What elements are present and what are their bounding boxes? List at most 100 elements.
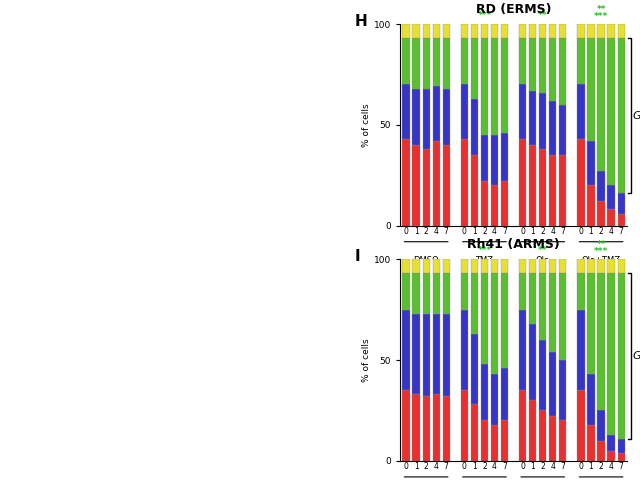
- Bar: [588, 24, 595, 38]
- Bar: [529, 91, 536, 145]
- Text: **: **: [538, 11, 547, 20]
- Bar: [588, 259, 595, 273]
- Bar: [433, 86, 440, 141]
- Bar: [588, 424, 595, 461]
- Bar: [598, 171, 605, 202]
- Bar: [422, 24, 429, 38]
- Bar: [607, 24, 615, 38]
- Bar: [529, 400, 536, 461]
- Bar: [412, 145, 420, 226]
- Bar: [461, 390, 468, 461]
- Bar: [481, 259, 488, 273]
- Bar: [461, 24, 468, 38]
- Bar: [491, 24, 498, 38]
- Bar: [618, 273, 625, 439]
- Bar: [433, 394, 440, 461]
- Bar: [618, 453, 625, 461]
- Bar: [422, 259, 429, 273]
- Text: ***: ***: [477, 11, 492, 20]
- Bar: [433, 141, 440, 226]
- Bar: [471, 38, 478, 98]
- Bar: [443, 24, 450, 38]
- Bar: [559, 105, 566, 155]
- Bar: [529, 145, 536, 226]
- Text: Ola+TMZ: Ola+TMZ: [582, 256, 621, 265]
- Bar: [403, 310, 410, 390]
- Bar: [529, 259, 536, 273]
- Bar: [433, 273, 440, 313]
- Bar: [403, 24, 410, 38]
- Bar: [491, 424, 498, 461]
- Bar: [559, 360, 566, 420]
- Bar: [403, 273, 410, 310]
- Text: ***: ***: [594, 247, 608, 256]
- Bar: [539, 93, 547, 149]
- Text: DMSO: DMSO: [413, 256, 439, 265]
- Bar: [559, 259, 566, 273]
- Bar: [519, 84, 526, 139]
- Bar: [481, 420, 488, 461]
- Bar: [471, 259, 478, 273]
- Bar: [481, 364, 488, 420]
- Title: RD (ERMS): RD (ERMS): [476, 3, 551, 16]
- Bar: [577, 259, 584, 273]
- Bar: [529, 24, 536, 38]
- Bar: [607, 451, 615, 461]
- Bar: [607, 185, 615, 209]
- Bar: [549, 417, 556, 461]
- Bar: [443, 145, 450, 226]
- Bar: [539, 259, 547, 273]
- Text: ***: ***: [594, 12, 608, 21]
- Text: H: H: [355, 14, 367, 29]
- Bar: [422, 38, 429, 88]
- Bar: [422, 396, 429, 461]
- Bar: [539, 149, 547, 226]
- Bar: [519, 310, 526, 390]
- Title: Rh41 (ARMS): Rh41 (ARMS): [467, 238, 560, 251]
- Bar: [519, 139, 526, 226]
- Bar: [501, 38, 508, 133]
- Bar: [461, 310, 468, 390]
- Bar: [549, 38, 556, 101]
- Bar: [501, 368, 508, 420]
- Bar: [481, 38, 488, 135]
- Bar: [519, 38, 526, 84]
- Bar: [501, 133, 508, 181]
- Bar: [422, 313, 429, 396]
- Bar: [588, 141, 595, 185]
- Bar: [412, 273, 420, 313]
- Bar: [491, 38, 498, 135]
- Bar: [491, 135, 498, 185]
- Bar: [607, 434, 615, 451]
- Bar: [471, 98, 478, 155]
- Bar: [403, 139, 410, 226]
- Bar: [443, 313, 450, 396]
- Bar: [471, 273, 478, 334]
- Bar: [549, 273, 556, 352]
- Bar: [461, 84, 468, 139]
- Bar: [549, 101, 556, 155]
- Bar: [539, 340, 547, 410]
- Bar: [403, 38, 410, 84]
- Text: Ola: Ola: [536, 256, 550, 265]
- Bar: [443, 396, 450, 461]
- Bar: [577, 38, 584, 84]
- Bar: [412, 24, 420, 38]
- Bar: [481, 24, 488, 38]
- Bar: [607, 259, 615, 273]
- Bar: [412, 394, 420, 461]
- Bar: [559, 155, 566, 226]
- Bar: [539, 38, 547, 93]
- Bar: [598, 410, 605, 441]
- Text: **: **: [596, 240, 606, 249]
- Bar: [461, 139, 468, 226]
- Text: G2: G2: [633, 351, 640, 361]
- Bar: [549, 352, 556, 417]
- Bar: [501, 420, 508, 461]
- Bar: [461, 273, 468, 310]
- Bar: [443, 259, 450, 273]
- Bar: [461, 259, 468, 273]
- Bar: [403, 390, 410, 461]
- Bar: [577, 310, 584, 390]
- Bar: [539, 24, 547, 38]
